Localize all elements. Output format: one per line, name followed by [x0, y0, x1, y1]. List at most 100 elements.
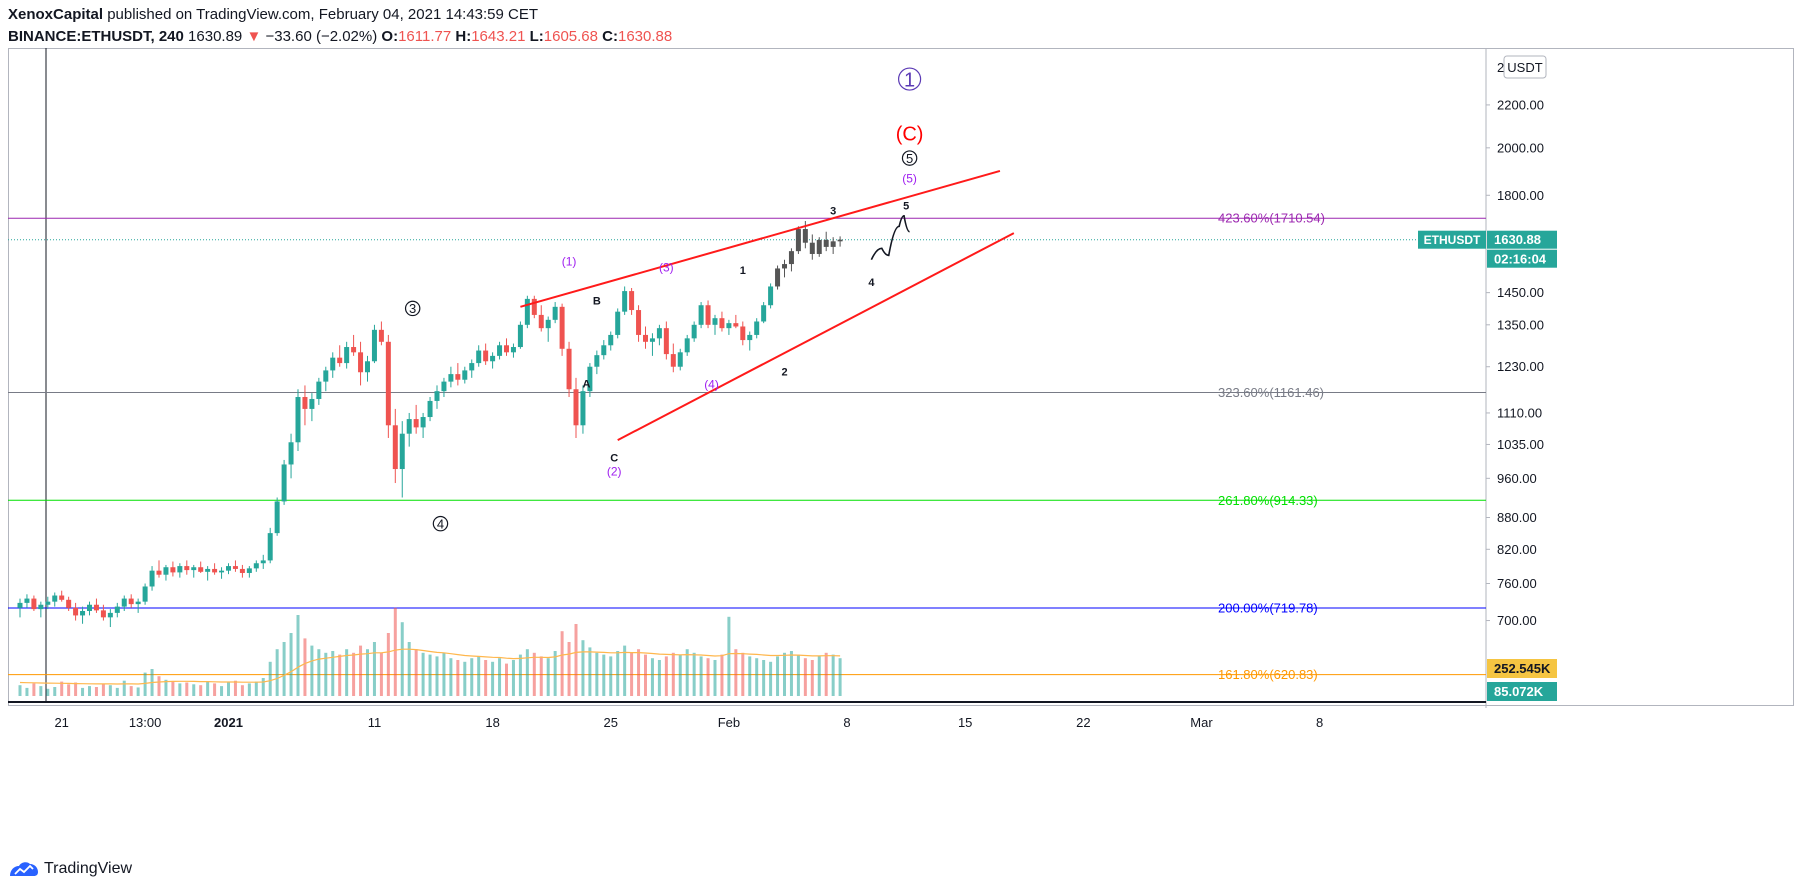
candle-body[interactable]: [531, 298, 537, 315]
candle-body[interactable]: [309, 398, 315, 409]
candle-body[interactable]: [712, 318, 718, 325]
candle-body[interactable]: [497, 345, 503, 356]
candle-body[interactable]: [684, 338, 690, 353]
candle-body[interactable]: [232, 566, 238, 569]
candle-body[interactable]: [274, 501, 280, 534]
candle-body[interactable]: [510, 347, 516, 353]
candle-body[interactable]: [552, 306, 558, 320]
candle-body[interactable]: [344, 347, 350, 364]
candle-body[interactable]: [135, 601, 141, 605]
candle-body[interactable]: [191, 567, 197, 571]
candle-body[interactable]: [788, 251, 794, 265]
candle-body[interactable]: [747, 334, 753, 341]
candle-body[interactable]: [392, 425, 398, 470]
candle-body[interactable]: [490, 355, 496, 362]
candle-body[interactable]: [462, 370, 468, 380]
candle-body[interactable]: [351, 347, 357, 353]
candle-body[interactable]: [253, 563, 259, 569]
candle-body[interactable]: [31, 598, 37, 610]
candle-body[interactable]: [93, 604, 99, 611]
candle-body[interactable]: [476, 350, 482, 364]
candle-body[interactable]: [226, 566, 231, 571]
candle-body[interactable]: [670, 354, 676, 367]
candle-body[interactable]: [302, 397, 308, 409]
candle-body[interactable]: [761, 305, 767, 322]
candle-body[interactable]: [128, 598, 134, 605]
candle-body[interactable]: [45, 601, 51, 605]
candle-body[interactable]: [281, 464, 287, 502]
candle-body[interactable]: [163, 567, 169, 575]
candle-body[interactable]: [837, 239, 843, 242]
currency-label[interactable]: USDT: [1507, 60, 1542, 75]
candle-body[interactable]: [406, 419, 412, 434]
candle-body[interactable]: [768, 286, 774, 306]
candle-body[interactable]: [413, 419, 419, 428]
author-name[interactable]: XenoxCapital: [8, 6, 104, 23]
currency-badge[interactable]: [1503, 55, 1547, 79]
candle-body[interactable]: [66, 599, 72, 608]
tradingview-brand[interactable]: TradingView: [8, 860, 132, 878]
candle-body[interactable]: [142, 586, 148, 602]
candle-body[interactable]: [545, 319, 551, 329]
candle-body[interactable]: [517, 324, 523, 348]
candle-body[interactable]: [594, 355, 600, 367]
candle-body[interactable]: [100, 610, 106, 618]
candle-body[interactable]: [295, 397, 301, 443]
candle-body[interactable]: [371, 329, 377, 362]
candle-body[interactable]: [775, 268, 781, 287]
candle-body[interactable]: [483, 350, 489, 362]
candle-body[interactable]: [559, 306, 565, 349]
candle-body[interactable]: [823, 239, 829, 247]
price-chart[interactable]: 423.60%(1710.54) 323.60%(1161.46) 261.80%(…: [8, 48, 1794, 851]
candle-body[interactable]: [288, 442, 294, 465]
candle-body[interactable]: [601, 345, 607, 356]
candle-body[interactable]: [385, 341, 391, 426]
candle-body[interactable]: [107, 612, 113, 618]
candle-body[interactable]: [323, 370, 329, 382]
candle-body[interactable]: [24, 598, 30, 603]
candle-body[interactable]: [622, 291, 628, 312]
candle-body[interactable]: [427, 400, 433, 418]
candle-body[interactable]: [649, 338, 655, 342]
candle-body[interactable]: [698, 305, 704, 325]
candle-body[interactable]: [830, 241, 836, 247]
candle-body[interactable]: [267, 533, 273, 561]
candle-body[interactable]: [149, 570, 155, 587]
candle-body[interactable]: [434, 391, 440, 401]
candle-body[interactable]: [587, 366, 593, 392]
candle-body[interactable]: [524, 298, 530, 325]
candle-body[interactable]: [121, 598, 127, 607]
candle-body[interactable]: [177, 566, 183, 573]
candle-body[interactable]: [538, 314, 544, 329]
candle-body[interactable]: [38, 604, 44, 610]
candle-body[interactable]: [663, 328, 669, 355]
candle-body[interactable]: [656, 328, 662, 339]
candle-body[interactable]: [205, 568, 211, 572]
candle-body[interactable]: [441, 381, 447, 392]
candle-body[interactable]: [260, 560, 266, 564]
candle-body[interactable]: [420, 417, 426, 428]
candle-body[interactable]: [726, 323, 732, 329]
wedge-upper-trendline[interactable]: [520, 169, 1001, 308]
candle-body[interactable]: [337, 357, 343, 364]
candle-body[interactable]: [636, 310, 642, 335]
candle-body[interactable]: [114, 606, 120, 613]
candle-body[interactable]: [643, 334, 648, 342]
candle-body[interactable]: [73, 607, 79, 616]
candle-body[interactable]: [677, 352, 683, 367]
candle-body[interactable]: [782, 264, 787, 269]
candle-body[interactable]: [239, 568, 245, 573]
candle-body[interactable]: [691, 324, 697, 339]
candle-body[interactable]: [629, 291, 635, 311]
candle-body[interactable]: [17, 602, 23, 608]
candle-body[interactable]: [816, 239, 822, 254]
candle-body[interactable]: [358, 352, 364, 373]
candle-body[interactable]: [170, 567, 176, 573]
candle-body[interactable]: [246, 568, 252, 573]
candle-body[interactable]: [608, 334, 614, 346]
candle-body[interactable]: [615, 311, 621, 335]
candle-body[interactable]: [580, 391, 586, 426]
projection-path[interactable]: [870, 214, 910, 261]
candle-body[interactable]: [455, 374, 461, 380]
candle-body[interactable]: [316, 381, 322, 399]
